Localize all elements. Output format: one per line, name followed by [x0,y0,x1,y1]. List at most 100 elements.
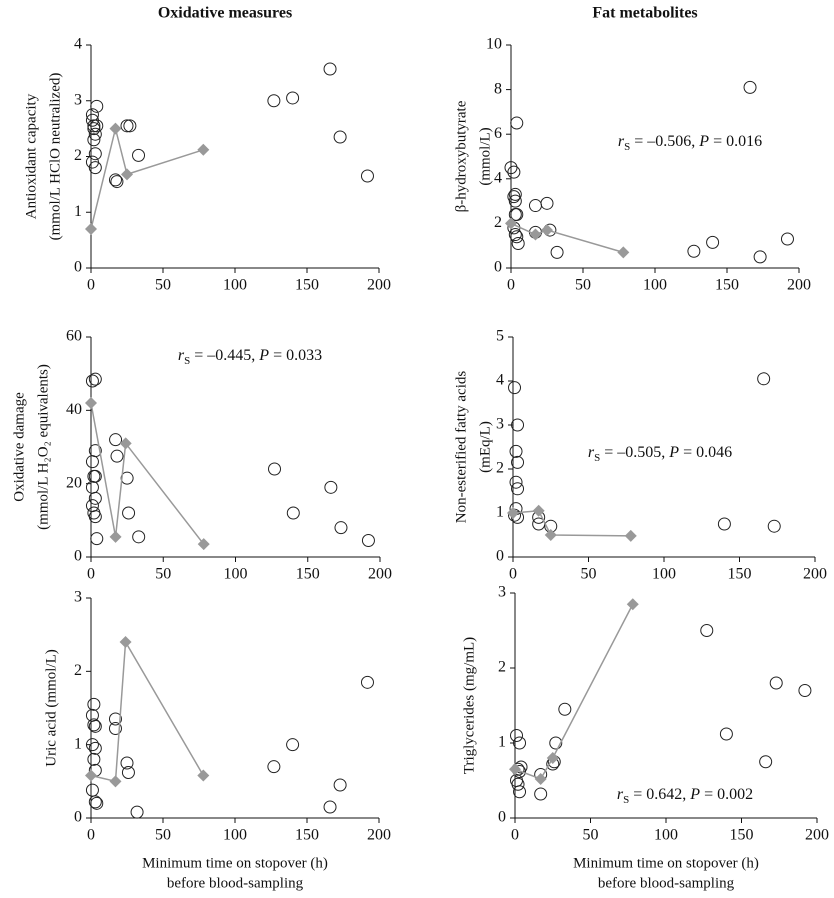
individual-point [123,119,137,133]
mean-point [624,529,637,542]
mean-point [119,437,132,450]
individual-point [122,506,136,520]
correlation-annotation: rS = –0.505, P = 0.046 [588,444,732,464]
annotation-part: P [698,133,709,150]
x-tick-label: 150 [728,566,752,583]
y-tick-label: 10 [486,36,502,53]
annotation-part: = 0.002 [700,786,753,803]
individual-point [700,624,714,637]
individual-point [540,196,554,210]
x-tick-label: 100 [654,827,678,844]
mean-point [544,529,557,541]
individual-point [528,199,542,213]
individual-point [706,235,720,249]
individual-point [88,127,102,141]
mean-point [85,769,97,782]
individual-point [267,94,281,108]
mean-line [514,603,634,780]
mean-point [509,763,521,776]
individual-point [360,675,374,689]
individual-point [286,91,300,105]
annotation-part: = 0.642, [629,786,690,803]
annotation-part: S [623,794,629,806]
individual-point [110,449,124,463]
individual-point [719,727,733,741]
x-tick-label: 0 [511,827,519,844]
y-tick-label: 0 [498,809,506,826]
individual-point [549,736,563,750]
individual-point [87,133,101,147]
individual-point [120,756,134,770]
x-tick-label: 200 [805,827,829,844]
individual-point [120,119,134,133]
mean-point [121,168,133,181]
individual-point [85,783,99,797]
individual-point [88,491,102,505]
y-tick-label: 3 [74,91,82,108]
panel-title: Oxidative measures [158,5,292,22]
y-tick-label: 0 [494,259,502,276]
individual-point [510,116,524,130]
x-tick-label: 50 [155,566,171,583]
mean-point [532,504,545,517]
y-axis-label: (mmol/L H₂O₂ equivalents) [35,364,51,530]
individual-point [110,175,124,189]
x-tick-label: 200 [367,827,391,844]
individual-point [88,795,102,809]
y-tick-label: 3 [498,584,506,601]
x-tick-label: 100 [643,277,667,294]
annotation-part: P [258,347,269,364]
annotation-part: = –0.506, [630,133,699,150]
individual-point [267,760,281,774]
individual-point [85,738,99,752]
individual-point [324,480,338,494]
y-axis-label: Antioxidant capacity [23,93,39,219]
individual-point [108,722,122,736]
x-tick-label: 150 [296,566,320,583]
individual-point [132,530,146,544]
y-tick-label: 40 [66,401,82,418]
x-tick-label: 150 [295,827,319,844]
mean-point [541,224,553,237]
individual-point [87,119,101,133]
mean-point [197,769,210,782]
y-tick-label: 1 [498,734,506,751]
individual-point [87,469,101,483]
x-axis-label: before blood-sampling [167,875,304,891]
individual-point [88,372,102,386]
y-tick-label: 2 [496,460,504,477]
x-tick-label: 100 [223,827,247,844]
individual-point [87,697,101,711]
individual-point [508,228,522,242]
annotation-part: = 0.046 [679,444,732,461]
individual-point [550,245,564,259]
x-tick-label: 200 [367,277,391,294]
x-tick-label: 200 [787,277,811,294]
y-axis-label: Non-esterified fatty acids [453,371,469,524]
x-axis-label: Minimum time on stopover (h) [573,855,759,871]
x-tick-label: 50 [581,566,597,583]
annotation-part: P [668,444,679,461]
correlation-annotation: rS = –0.506, P = 0.016 [618,133,762,153]
individual-point [121,766,135,780]
x-tick-label: 100 [652,566,676,583]
x-tick-label: 200 [368,566,392,583]
individual-point [323,800,337,814]
individual-point [511,777,525,791]
x-tick-label: 0 [507,277,515,294]
annotation-part: r [618,133,625,150]
mean-point [109,530,122,543]
x-tick-label: 0 [87,566,95,583]
y-axis-label: Oxidative damage [11,392,27,502]
x-axis-label: before blood-sampling [598,875,735,891]
individual-point [511,418,525,432]
individual-point [268,462,282,476]
mean-point [505,217,517,230]
correlation-annotation: rS = 0.642, P = 0.002 [617,786,753,806]
mean-point [85,222,97,235]
individual-point [132,148,146,162]
mean-line [90,639,204,783]
individual-point [90,796,104,810]
mean-line [510,222,624,254]
y-tick-label: 3 [74,589,82,606]
